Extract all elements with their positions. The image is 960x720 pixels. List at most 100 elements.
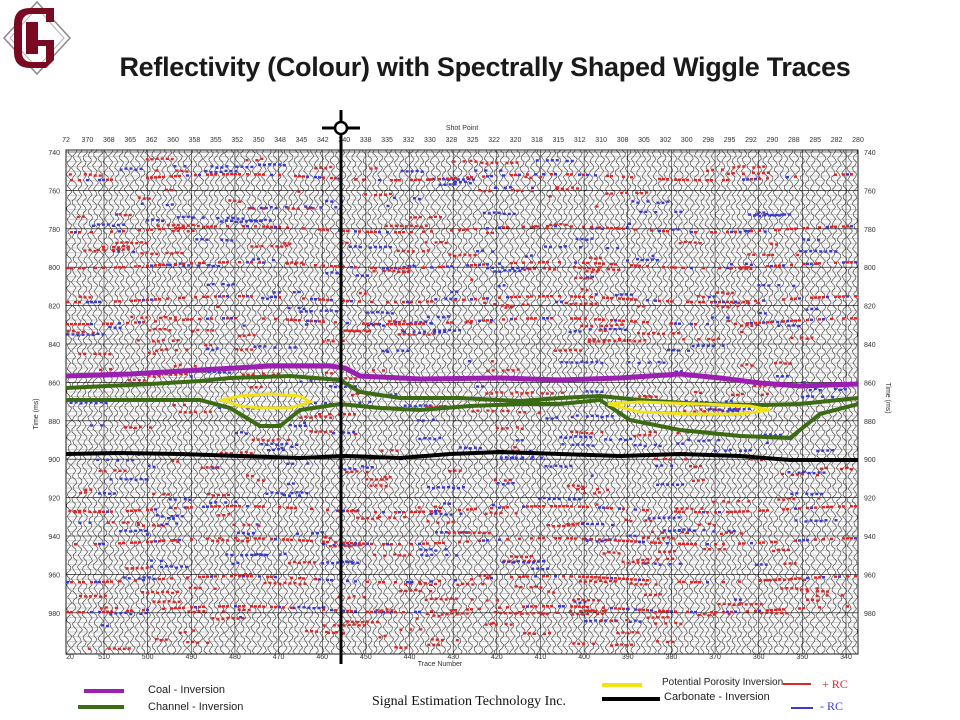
rc-dot bbox=[796, 253, 800, 257]
rc-dot bbox=[802, 539, 805, 542]
rc-dot bbox=[204, 169, 208, 173]
rc-dot bbox=[498, 270, 502, 273]
rc-dot bbox=[560, 360, 564, 364]
rc-dot bbox=[342, 265, 345, 268]
rc-dot bbox=[822, 295, 825, 299]
rc-dot bbox=[808, 388, 812, 392]
rc-dot bbox=[343, 544, 347, 548]
rc-dot bbox=[383, 475, 387, 479]
rc-dot bbox=[303, 421, 306, 424]
rc-dot bbox=[218, 505, 221, 508]
rc-dot bbox=[520, 439, 524, 442]
rc-dot bbox=[549, 245, 552, 249]
rc-dot bbox=[297, 605, 301, 609]
rc-dot bbox=[552, 497, 556, 500]
rc-dot bbox=[672, 516, 676, 520]
rc-dot bbox=[706, 510, 709, 514]
rc-dot bbox=[584, 302, 588, 305]
rc-dot bbox=[722, 300, 725, 304]
rc-dot bbox=[629, 520, 633, 523]
rc-dot bbox=[434, 510, 437, 513]
rc-dot bbox=[396, 249, 400, 252]
rc-dot bbox=[590, 575, 593, 579]
rc-dot bbox=[658, 609, 661, 613]
rc-dot bbox=[431, 177, 435, 181]
rc-dot bbox=[842, 225, 845, 228]
rc-dot bbox=[473, 253, 477, 257]
rc-dot bbox=[83, 352, 87, 355]
rc-dot bbox=[342, 229, 345, 232]
rc-dot bbox=[515, 391, 519, 394]
rc-dot bbox=[350, 393, 354, 397]
rc-dot bbox=[718, 510, 721, 514]
rc-dot bbox=[760, 611, 764, 615]
rc-dot bbox=[586, 444, 590, 447]
rc-dot bbox=[846, 575, 849, 578]
rc-dot bbox=[426, 315, 430, 319]
rc-dot bbox=[763, 578, 767, 582]
rc-dot bbox=[487, 212, 491, 215]
rc-dot bbox=[246, 295, 249, 298]
rc-dot bbox=[513, 269, 517, 273]
rc-dot bbox=[585, 325, 589, 328]
rc-dot bbox=[182, 318, 185, 321]
rc-dot bbox=[664, 457, 668, 461]
rc-dot bbox=[789, 362, 793, 365]
rc-dot bbox=[358, 542, 361, 545]
rc-dot bbox=[382, 610, 385, 614]
rc-dot bbox=[433, 437, 437, 441]
rc-dot bbox=[132, 378, 136, 381]
rc-dot bbox=[306, 175, 309, 178]
rc-dot bbox=[396, 349, 400, 352]
rc-dot bbox=[265, 492, 269, 495]
rc-dot bbox=[825, 594, 829, 597]
rc-dot bbox=[218, 261, 221, 264]
rc-dot bbox=[522, 261, 525, 264]
rc-dot bbox=[183, 411, 187, 414]
rc-dot bbox=[559, 349, 563, 352]
rc-dot bbox=[182, 264, 186, 267]
rc-dot bbox=[354, 377, 358, 380]
rc-dot bbox=[470, 278, 474, 281]
rc-dot bbox=[805, 492, 809, 495]
rc-dot bbox=[840, 467, 843, 471]
rc-dot bbox=[605, 192, 609, 195]
rc-dot bbox=[414, 225, 418, 228]
rc-dot bbox=[582, 505, 585, 509]
rc-dot bbox=[385, 608, 389, 611]
rc-dot bbox=[542, 496, 546, 500]
rc-dot bbox=[282, 538, 285, 541]
rc-dot bbox=[174, 319, 177, 322]
rc-dot bbox=[698, 178, 701, 182]
rc-dot bbox=[526, 317, 529, 320]
wiggle-trace bbox=[772, 150, 780, 654]
trace-number-tick: 480 bbox=[229, 654, 241, 661]
rc-dot bbox=[656, 537, 660, 540]
rc-dot bbox=[182, 262, 185, 265]
rc-dot bbox=[754, 299, 757, 303]
rc-dot bbox=[234, 317, 237, 320]
rc-dot bbox=[121, 521, 125, 524]
rc-dot bbox=[530, 261, 533, 264]
rc-dot bbox=[418, 580, 421, 584]
rc-dot bbox=[702, 300, 705, 304]
rc-dot bbox=[318, 578, 321, 581]
rc-dot bbox=[429, 597, 433, 601]
rc-dot bbox=[554, 225, 557, 228]
rc-dot bbox=[762, 509, 765, 512]
rc-dot bbox=[495, 426, 499, 430]
rc-dot bbox=[565, 188, 569, 191]
rc-dot bbox=[668, 529, 672, 533]
rc-dot bbox=[846, 537, 849, 540]
rc-dot bbox=[374, 610, 377, 614]
rc-dot bbox=[536, 567, 540, 570]
rc-dot bbox=[503, 612, 507, 615]
rc-dot bbox=[398, 510, 401, 514]
shot-point-tick: 360 bbox=[167, 137, 179, 144]
rc-dot bbox=[447, 485, 450, 489]
rc-dot bbox=[285, 244, 289, 247]
rc-dot bbox=[186, 506, 189, 509]
rc-dot bbox=[654, 622, 658, 625]
rc-dot bbox=[448, 183, 452, 186]
rc-dot bbox=[818, 296, 821, 299]
